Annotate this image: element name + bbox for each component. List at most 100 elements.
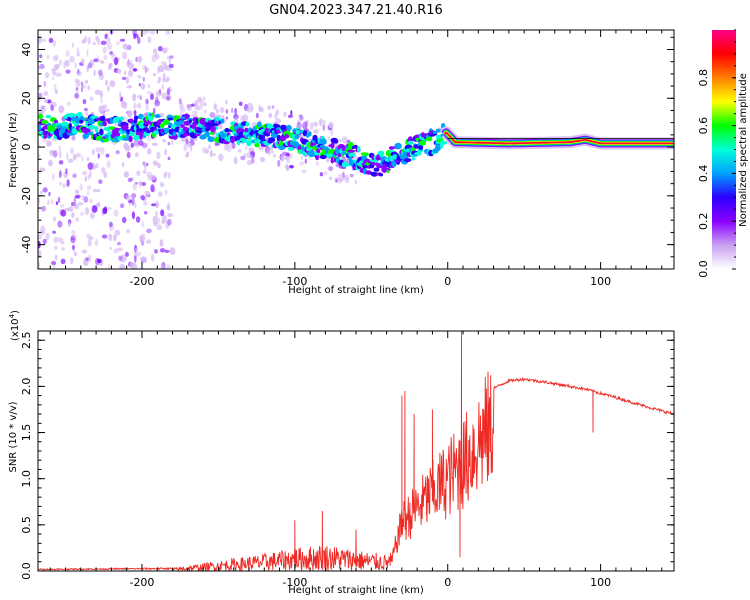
spectrogram-speckle	[142, 77, 145, 82]
spectrogram-speckle	[95, 162, 99, 169]
spectrogram-speckle	[74, 194, 81, 199]
spectrogram-speckle	[127, 44, 132, 51]
spectrogram-ridge-blob	[286, 124, 292, 131]
spectrogram-ridge-blob	[205, 131, 210, 137]
spectrogram-speckle	[164, 148, 168, 156]
spectrogram-speckle	[285, 159, 291, 164]
spectrogram-ridge-blob	[306, 147, 312, 152]
spectrogram-speckle	[71, 134, 76, 141]
colorbar-label: Normalized spectral amplitude	[738, 73, 749, 227]
spectrogram-speckle	[277, 159, 281, 167]
spectrogram-speckle	[287, 114, 294, 118]
x-tick-label: 0	[444, 576, 451, 589]
spectrogram-ridge-blob	[168, 122, 173, 127]
spectrogram-ridge-blob	[154, 114, 161, 119]
y-tick-label: 2.5	[20, 331, 33, 349]
spectrogram-speckle	[74, 252, 78, 257]
spectrogram-speckle	[77, 68, 80, 74]
spectrogram-speckle	[80, 86, 83, 93]
spectrogram-speckle	[140, 233, 146, 242]
spectrogram-speckle	[224, 143, 230, 150]
spectrogram-speckle	[238, 101, 243, 107]
spectrogram-ridge-blob	[316, 148, 321, 153]
spectrogram-speckle	[145, 98, 149, 105]
spectrogram-speckle	[218, 154, 224, 162]
spectrogram-speckle	[168, 57, 172, 65]
spectrogram-speckle	[126, 85, 133, 89]
spectrogram-speckle	[97, 258, 102, 264]
spectrogram-speckle	[168, 172, 171, 179]
spectrogram-x-axis-label: Height of straight line (km)	[288, 285, 424, 296]
spectrogram-speckle	[105, 80, 108, 86]
spectrogram-speckle	[121, 216, 127, 224]
spectrogram-ridge-blob	[209, 131, 215, 135]
spectrogram-speckle	[76, 47, 80, 55]
spectrogram-ridge-blob	[299, 149, 303, 154]
spectrogram-speckle	[43, 80, 46, 88]
spectrogram-speckle	[92, 41, 96, 46]
spectrogram-speckle	[280, 154, 285, 162]
spectrogram-speckle	[159, 248, 166, 253]
spectrogram-speckle	[84, 176, 88, 182]
spectrogram-speckle	[121, 76, 127, 81]
spectrogram-speckle	[199, 98, 204, 107]
spectrogram-speckle	[107, 85, 110, 92]
spectrogram-speckle	[142, 170, 147, 174]
spectrogram-ridge-blob	[373, 167, 380, 172]
spectrogram-speckle	[87, 236, 94, 240]
spectrogram-ridge-blob	[411, 157, 416, 161]
spectrogram-speckle	[136, 251, 141, 257]
spectrogram-speckle	[282, 151, 288, 156]
spectrogram-speckle	[109, 246, 112, 250]
spectrogram-speckle	[167, 67, 173, 72]
spectrogram-speckle	[187, 142, 192, 148]
spectrogram-speckle	[145, 103, 149, 112]
spectrogram-speckle	[42, 187, 48, 193]
spectrogram-speckle	[59, 204, 65, 208]
spectrogram-speckle	[152, 215, 158, 224]
spectrogram-speckle	[53, 102, 57, 108]
spectrogram-speckle	[147, 84, 150, 89]
spectrogram-speckle	[63, 60, 66, 69]
spectrogram-ridge-blob	[40, 120, 49, 124]
spectrogram-speckle	[168, 63, 174, 69]
spectrogram-speckle	[106, 160, 111, 168]
spectrogram-speckle	[70, 257, 74, 265]
spectrogram-speckle	[290, 153, 293, 158]
spectrogram-speckle	[158, 191, 163, 197]
spectrogram-speckle	[231, 142, 236, 149]
spectrogram-ridge-blob	[257, 121, 262, 128]
spectrogram-speckle	[66, 102, 71, 106]
spectrogram-speckle	[87, 254, 92, 262]
spectrogram-speckle	[60, 258, 66, 265]
spectrogram-ridge-blob	[138, 122, 145, 129]
spectrogram-speckle	[150, 184, 155, 193]
spectrogram-ridge-blob	[426, 136, 433, 142]
y-tick-label: 1.0	[20, 470, 33, 488]
x-tick-label: -100	[282, 576, 307, 589]
spectrogram-ridge-blob	[172, 131, 177, 137]
spectrogram-speckle	[87, 174, 90, 180]
spectrogram-speckle	[180, 106, 186, 113]
spectrogram-speckle	[74, 92, 79, 99]
spectrogram-ridge-blob	[133, 134, 141, 141]
spectrogram-ridge-blob	[68, 122, 73, 130]
spectrogram-speckle	[167, 156, 171, 161]
spectrogram-speckle	[209, 112, 216, 118]
spectrogram-speckle	[72, 244, 75, 251]
spectrogram-ridge-blob	[371, 154, 375, 161]
spectrogram-speckle	[84, 110, 89, 117]
spectrogram-speckle	[103, 171, 108, 178]
spectrogram-speckle	[65, 69, 71, 74]
spectrogram-speckle	[52, 230, 56, 234]
spectrogram-speckle	[102, 46, 107, 54]
spectrogram-ridge-blob	[196, 129, 203, 134]
spectrogram-speckle	[139, 180, 142, 188]
spectrogram-speckle	[93, 58, 99, 63]
spectrogram-speckle	[134, 255, 137, 263]
spectrogram-speckle	[53, 83, 57, 92]
spectrogram-speckle	[129, 59, 132, 67]
spectrogram-speckle	[77, 201, 84, 206]
spectrogram-speckle	[154, 99, 161, 107]
spectrogram-speckle	[178, 98, 182, 105]
